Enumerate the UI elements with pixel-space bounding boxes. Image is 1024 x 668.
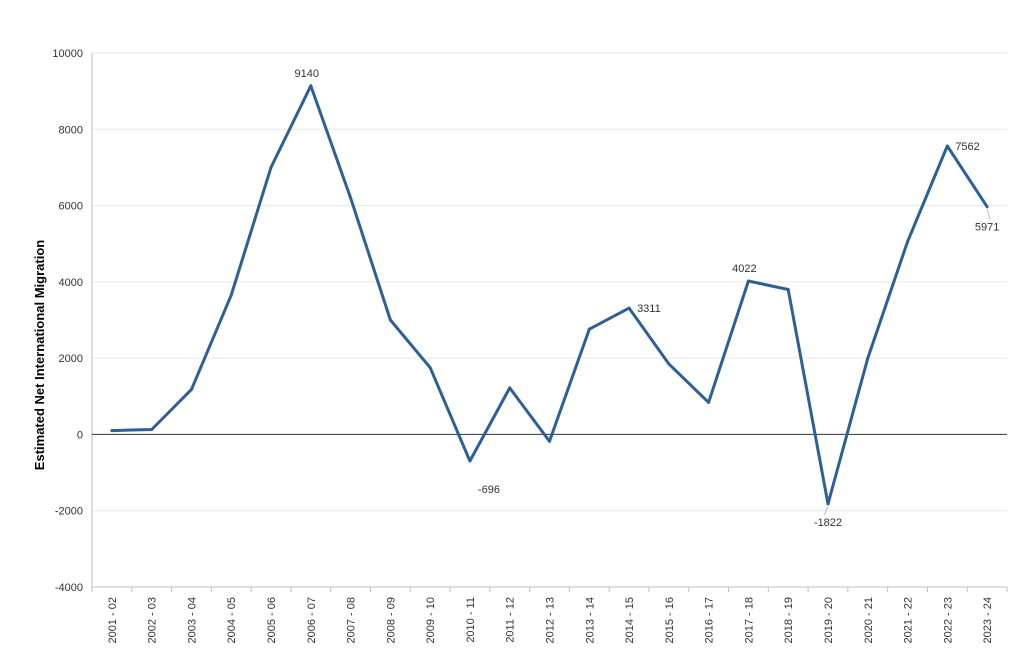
x-tick-label: 2003 - 04 bbox=[186, 597, 198, 643]
data-point bbox=[349, 196, 353, 200]
data-point bbox=[985, 205, 989, 209]
x-tick-label: 2022 - 23 bbox=[942, 597, 954, 643]
x-tick-label: 2012 - 13 bbox=[545, 597, 557, 643]
x-tick-label: 2001 - 02 bbox=[107, 597, 119, 643]
data-label: 9140 bbox=[295, 68, 319, 80]
x-tick-label: 2011 - 12 bbox=[505, 597, 517, 643]
y-tick-label: 0 bbox=[77, 429, 83, 441]
data-point bbox=[826, 502, 830, 506]
grid-lines bbox=[92, 52, 1007, 588]
data-label-leader bbox=[823, 506, 829, 516]
axes bbox=[91, 53, 1008, 592]
x-tick-label: 2009 - 10 bbox=[425, 597, 437, 643]
data-label: -1822 bbox=[814, 517, 842, 529]
data-point bbox=[746, 279, 750, 283]
data-point bbox=[906, 240, 910, 244]
data-point bbox=[707, 400, 711, 404]
data-point bbox=[388, 318, 392, 322]
y-tick-label: 8000 bbox=[59, 124, 83, 136]
data-label-leader bbox=[986, 208, 991, 220]
y-tick-label: 2000 bbox=[59, 353, 83, 365]
data-point bbox=[508, 386, 512, 390]
data-point bbox=[786, 287, 790, 291]
y-tick-label: 10000 bbox=[52, 48, 83, 60]
data-label: 3311 bbox=[637, 303, 661, 315]
series-group bbox=[110, 84, 989, 506]
x-tick-label: 2005 - 06 bbox=[266, 597, 278, 643]
x-tick-label: 2016 - 17 bbox=[704, 597, 716, 643]
data-point bbox=[627, 306, 631, 310]
data-point bbox=[150, 427, 154, 431]
data-point bbox=[667, 362, 671, 366]
x-tick-label: 2008 - 09 bbox=[385, 597, 397, 643]
data-label: 5971 bbox=[975, 222, 999, 234]
data-labels: 9140 -696 3311 4022 -1822 7562 5971 bbox=[295, 68, 1000, 529]
x-tick-label: 2020 - 21 bbox=[863, 597, 875, 643]
x-tick-label: 2021 - 22 bbox=[903, 597, 915, 643]
y-tick-labels: -4000 -2000 0 2000 4000 6000 8000 10000 bbox=[52, 48, 83, 594]
y-tick-label: 4000 bbox=[59, 277, 83, 289]
y-axis-title: Estimated Net International Migration bbox=[32, 240, 47, 470]
data-point bbox=[309, 84, 313, 88]
data-point bbox=[945, 144, 949, 148]
x-tick-label: 2004 - 05 bbox=[226, 597, 238, 643]
x-tick-label: 2010 - 11 bbox=[465, 597, 477, 643]
data-point bbox=[229, 293, 233, 297]
data-point bbox=[428, 366, 432, 370]
data-point bbox=[548, 439, 551, 443]
x-tick-label: 2013 - 14 bbox=[584, 597, 596, 643]
x-tick-label: 2018 - 19 bbox=[783, 597, 795, 643]
x-tick-labels: 2001 - 02 2002 - 03 2003 - 04 2004 - 05 2005… bbox=[107, 597, 994, 643]
data-label: 7562 bbox=[955, 141, 979, 153]
data-point bbox=[587, 327, 591, 331]
x-tick-label: 2007 - 08 bbox=[346, 597, 358, 643]
y-tick-label: -2000 bbox=[55, 506, 83, 518]
x-tick-label: 2017 - 18 bbox=[743, 597, 755, 643]
data-label: -696 bbox=[478, 484, 500, 496]
x-tick-label: 2023 - 24 bbox=[982, 597, 994, 643]
y-tick-label: -4000 bbox=[55, 582, 83, 594]
data-point bbox=[866, 356, 870, 360]
x-tick-label: 2002 - 03 bbox=[147, 597, 159, 643]
data-label: 4022 bbox=[732, 263, 756, 275]
data-point bbox=[269, 165, 273, 169]
data-point bbox=[189, 387, 193, 391]
data-point bbox=[110, 429, 114, 433]
data-point bbox=[468, 459, 472, 463]
x-tick-label: 2006 - 07 bbox=[306, 597, 318, 643]
x-tick-label: 2015 - 16 bbox=[664, 597, 676, 643]
x-tick-label: 2014 - 15 bbox=[624, 597, 636, 643]
x-tick-label: 2019 - 20 bbox=[823, 597, 835, 643]
y-tick-label: 6000 bbox=[59, 201, 83, 213]
